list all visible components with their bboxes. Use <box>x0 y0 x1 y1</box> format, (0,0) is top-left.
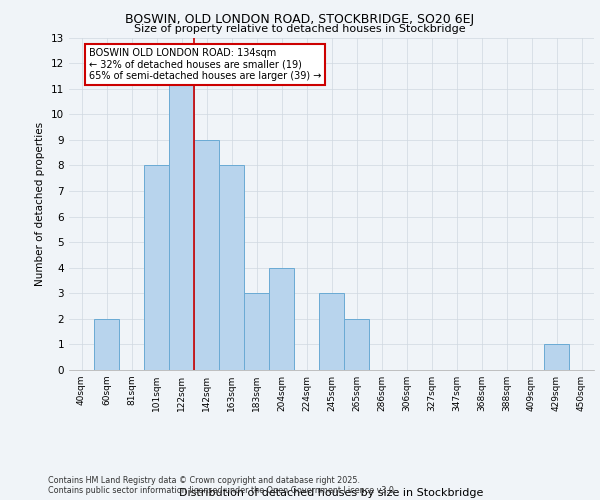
Y-axis label: Number of detached properties: Number of detached properties <box>35 122 46 286</box>
Text: BOSWIN, OLD LONDON ROAD, STOCKBRIDGE, SO20 6EJ: BOSWIN, OLD LONDON ROAD, STOCKBRIDGE, SO… <box>125 12 475 26</box>
Text: Contains HM Land Registry data © Crown copyright and database right 2025.
Contai: Contains HM Land Registry data © Crown c… <box>48 476 397 495</box>
Bar <box>544 344 569 370</box>
Bar <box>94 319 119 370</box>
Text: BOSWIN OLD LONDON ROAD: 134sqm
← 32% of detached houses are smaller (19)
65% of : BOSWIN OLD LONDON ROAD: 134sqm ← 32% of … <box>89 48 322 81</box>
Bar <box>244 294 269 370</box>
Bar <box>344 319 369 370</box>
Bar <box>144 166 169 370</box>
Bar <box>169 63 194 370</box>
X-axis label: Distribution of detached houses by size in Stockbridge: Distribution of detached houses by size … <box>179 488 484 498</box>
Bar <box>219 166 244 370</box>
Bar <box>194 140 219 370</box>
Bar <box>319 294 344 370</box>
Bar <box>269 268 294 370</box>
Text: Size of property relative to detached houses in Stockbridge: Size of property relative to detached ho… <box>134 24 466 34</box>
